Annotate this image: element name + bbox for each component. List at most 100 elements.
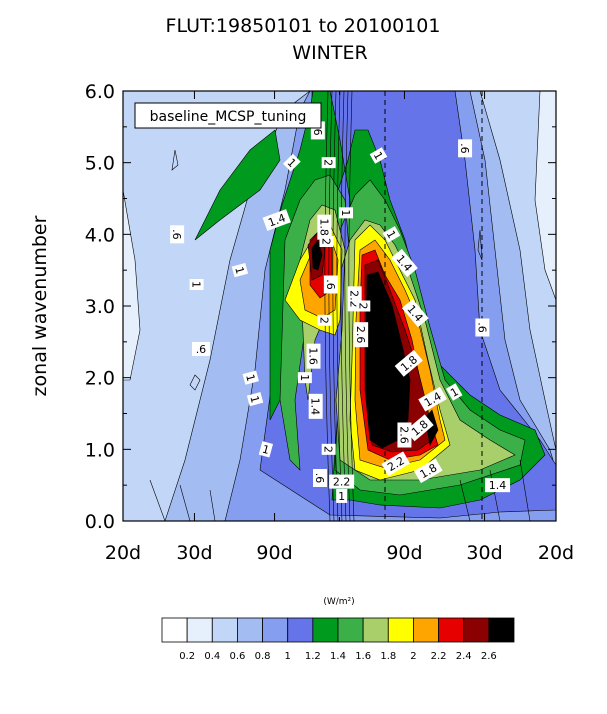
plot-area xyxy=(123,91,556,521)
colorbar: 0.2 0.4 0.6 0.8 1 1.2 1.4 1.6 1.8 2 2.2 2.4 2.6 xyxy=(161,617,515,662)
contour-label-bg xyxy=(319,236,334,247)
contour-label-bg xyxy=(321,157,336,169)
contour-label-text: .6 xyxy=(311,125,324,136)
colorbar-level-label: 1.4 xyxy=(330,651,346,662)
contour-line xyxy=(332,91,339,521)
contour-label-bg xyxy=(306,343,321,369)
colorbar-swatch xyxy=(387,617,414,643)
contour-label: 1.8 xyxy=(317,214,332,240)
x-tick-label: 30d xyxy=(466,542,502,564)
contour-label-bg xyxy=(405,414,434,442)
contour-line xyxy=(149,479,166,521)
contour-label-text: 1 xyxy=(261,443,271,457)
x-axis: 20d 30d 90d 90d 30d 20d xyxy=(105,91,574,564)
contour-label-bg xyxy=(356,300,371,312)
contour-label: 1 xyxy=(369,147,388,164)
contour-label-bg xyxy=(485,478,511,493)
colorbar-level-label: 2.2 xyxy=(431,651,447,662)
contour-label-bg xyxy=(231,263,249,278)
contour-label: .6 xyxy=(458,139,473,158)
contour-label: .6 xyxy=(191,342,210,356)
colorbar-level-label: 0.8 xyxy=(255,651,271,662)
contour-line xyxy=(348,91,355,521)
contour-label-text: 2 xyxy=(317,317,330,324)
chart-title: FLUT:19850101 to 20100101 xyxy=(166,15,441,37)
colorbar-level-label: 2.6 xyxy=(481,651,497,662)
contour-label-bg xyxy=(191,342,210,356)
contour-label-bg xyxy=(401,299,429,328)
contour-label-bg xyxy=(189,279,204,290)
contour-label-text: 1 xyxy=(247,394,261,404)
colorbar-swatch xyxy=(438,617,465,643)
y-axis-label: zonal wavenumber xyxy=(29,215,51,396)
contour-label-text: 1 xyxy=(243,373,257,383)
contour-label-bg xyxy=(313,469,328,487)
contour-label: 2 xyxy=(356,300,371,312)
colorbar-swatch xyxy=(287,617,314,643)
region-lowest-left xyxy=(123,189,141,381)
contour-label-bg xyxy=(418,386,447,412)
contour-label: 2 xyxy=(321,157,336,169)
contour-label-bg xyxy=(246,392,264,407)
y-tick-label: 4.0 xyxy=(85,224,115,246)
contour-line xyxy=(179,484,191,521)
contour-lines xyxy=(149,91,531,521)
colorbar-level-label: 0.4 xyxy=(204,651,220,662)
contour-label: 1 xyxy=(242,370,259,385)
contour-label: .6 xyxy=(170,225,185,244)
contour-label-text: 1 xyxy=(190,281,203,288)
contour-label-bg xyxy=(321,443,336,455)
legend-box: baseline_MCSP_tuning xyxy=(134,102,322,129)
contour-label-bg xyxy=(336,488,348,503)
colorbar-swatch xyxy=(211,617,238,643)
region-level-1-4 xyxy=(194,129,281,241)
colorbar-unit: (W/m²) xyxy=(323,597,354,607)
contour-label: 2 xyxy=(319,236,334,247)
y-tick-label: 2.0 xyxy=(85,368,115,390)
contour-line xyxy=(189,374,201,391)
contour-label-text: 2 xyxy=(322,446,335,453)
contour-label-bg xyxy=(329,474,355,489)
contour-line xyxy=(336,91,343,521)
contour-label-text: .6 xyxy=(313,473,326,484)
region-lowest-right xyxy=(534,91,556,301)
contour-label: 2.6 xyxy=(397,422,412,448)
contour-label-text: .6 xyxy=(196,343,207,356)
colorbar-level-label: 0.6 xyxy=(229,651,245,662)
contour-label-bg xyxy=(458,139,473,158)
colorbar-level-label: 1 xyxy=(285,651,291,662)
contour-label: 1 xyxy=(382,226,401,243)
contour-line xyxy=(209,489,216,521)
contour-label-text: 1 xyxy=(298,374,311,381)
contour-label-text: 2 xyxy=(320,238,333,245)
contour-label: 1 xyxy=(297,372,312,384)
contour-label: 1 xyxy=(189,279,204,290)
colorbar-swatch xyxy=(463,617,490,643)
colorbar-swatch xyxy=(337,617,364,643)
x-tick-label: 20d xyxy=(105,542,141,564)
contour-label-bg xyxy=(445,383,463,401)
region-level-max xyxy=(311,239,439,449)
colorbar-level-label: 2 xyxy=(410,651,416,662)
contour-line xyxy=(171,149,179,171)
y-tick-label: 1.0 xyxy=(85,439,115,461)
contour-label: .6 xyxy=(313,469,328,487)
contour-label: 1 xyxy=(338,207,353,219)
contour-line xyxy=(459,479,471,521)
colorbar-swatch xyxy=(362,617,389,643)
contour-label-bg xyxy=(369,147,388,164)
contour-label-text: .6 xyxy=(475,322,488,333)
contour-label: 1.6 xyxy=(306,343,321,369)
contour-label-text: 1.6 xyxy=(307,347,320,365)
contour-label-text: 2 xyxy=(322,159,335,166)
contour-label: .6 xyxy=(475,318,490,337)
contour-label-bg xyxy=(338,207,353,219)
contour-label-text: .6 xyxy=(324,279,337,290)
contour-label-text: 1.4 xyxy=(489,479,507,492)
contour-label-bg xyxy=(394,349,423,377)
contour-label: 2 xyxy=(321,443,336,455)
contour-label-text: 1 xyxy=(232,265,246,275)
contour-line xyxy=(328,91,335,521)
contour-label-text: 1.8 xyxy=(317,218,330,236)
contour-label: 1 xyxy=(336,488,348,503)
